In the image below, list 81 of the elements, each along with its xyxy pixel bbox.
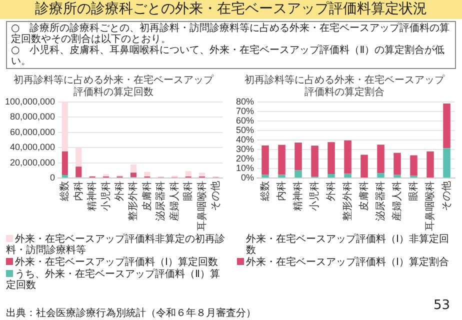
bar	[62, 102, 68, 152]
y-tick-label: 40%	[236, 134, 254, 144]
x-tick-label: その他	[440, 181, 452, 211]
bar	[199, 172, 206, 176]
x-tick-label: 皮膚科	[358, 181, 370, 211]
bar	[294, 142, 302, 170]
bar	[443, 104, 450, 148]
bar	[76, 148, 82, 167]
x-tick-label: 耳鼻咽喉科	[424, 181, 436, 231]
x-tick-label: 整形外科	[342, 181, 354, 221]
bar	[62, 151, 68, 175]
x-tick-label: 外科	[114, 181, 126, 201]
x-tick-label: 内科	[72, 181, 84, 201]
x-tick-label: 耳鼻咽喉科	[196, 181, 208, 231]
y-tick-label: 60,000,000	[10, 126, 56, 137]
bar	[76, 166, 82, 178]
chart-title: 初再診料等に占める外来・在宅ベースアップ評価料の算定割合	[244, 74, 446, 98]
y-tick-label: 80,000,000	[10, 112, 56, 122]
bar	[394, 152, 401, 175]
x-tick-label: 小児科	[308, 181, 321, 211]
y-tick-label: 70%	[236, 106, 254, 116]
y-tick-label: 50%	[236, 124, 254, 135]
text: 53	[432, 298, 451, 313]
x-tick-label: 精神科	[86, 181, 98, 211]
y-tick-label: 100,000,000	[4, 96, 56, 106]
x-tick-label: 総数	[58, 181, 71, 202]
bar	[130, 164, 136, 173]
bar	[130, 172, 136, 178]
x-tick-label: その他	[210, 181, 222, 211]
text: ○ 小児科、皮膚科、耳鼻咽喉科について、外来・在宅ベースアップ評価料（Ⅱ）の算定割合が低い。	[11, 45, 446, 67]
bar	[410, 155, 418, 176]
y-tick-label: 0%	[241, 172, 254, 182]
legend-label: 外来・在宅ベースアップ評価料（Ⅰ）算定割合	[245, 257, 450, 268]
bar	[377, 144, 384, 174]
bar	[278, 174, 286, 178]
x-tick-label: 小児科	[100, 181, 112, 211]
y-tick-label: 20,000,000	[10, 157, 56, 168]
y-tick-label: 30%	[236, 144, 254, 154]
y-tick-label: 60%	[236, 115, 254, 126]
bar	[360, 154, 368, 178]
text: 診療所の診療科ごとの外来・在宅ベースアップ評価料算定状況	[0, 0, 462, 19]
bar	[62, 174, 68, 178]
text: 外来・在宅ベースアップ評価料（Ⅰ）非算定回数	[245, 234, 450, 256]
bar	[294, 170, 302, 178]
bar	[262, 174, 269, 178]
bar	[328, 142, 335, 174]
y-tick-label: 80%	[236, 96, 254, 106]
x-tick-label: 眼科	[182, 181, 194, 201]
y-tick-label: 0	[50, 172, 56, 182]
x-tick-label: 精神科	[292, 181, 304, 211]
x-tick-label: 産婦人科	[168, 181, 180, 221]
x-tick-label: 内科	[276, 181, 288, 201]
x-tick-label: 総数	[259, 181, 272, 202]
bar	[443, 148, 450, 178]
x-tick-label: 眼科	[408, 181, 420, 201]
x-tick-label: 整形外科	[127, 181, 140, 221]
x-tick-label: 泌尿器科	[154, 181, 167, 221]
x-tick-label: 産婦人科	[391, 181, 404, 221]
text: ○ 診療所の診療科ごとの、初再診料・訪問診療料等に占める外来・在宅ベースアップ評価料の算定回数やその割合は以下のとおり。	[11, 23, 451, 45]
legend-label: 外来・在宅ベースアップ評価料（Ⅰ）算定回数	[14, 257, 219, 268]
y-tick-label: 20%	[236, 153, 254, 164]
bar	[344, 140, 352, 174]
bar	[328, 174, 335, 178]
bar	[344, 174, 352, 178]
bar	[394, 174, 401, 178]
y-tick-label: 40,000,000	[10, 142, 56, 152]
bar	[144, 172, 150, 176]
x-tick-label: 皮膚科	[140, 181, 153, 211]
legend-label: 外来・在宅ベースアップ評価料非算定の初再診料・訪問診療料等	[6, 234, 226, 256]
chart-title: 初再診料等に占める外来・在宅ベースアップ評価料の算定回数	[14, 74, 214, 98]
source-note: 出典：社会医療診療行為別統計（令和６年８月審査分）	[5, 306, 257, 320]
y-tick-label: 10%	[236, 162, 254, 173]
bar	[311, 146, 318, 177]
bar	[426, 151, 434, 178]
x-tick-label: 外科	[325, 181, 338, 201]
bar	[262, 145, 269, 174]
bar	[377, 173, 384, 178]
bar	[185, 171, 192, 176]
x-tick-label: 泌尿器科	[374, 181, 387, 221]
legend-label: うち、外来・在宅ベースアップ評価料（Ⅱ）算定回数	[6, 269, 221, 291]
bar	[278, 144, 286, 175]
